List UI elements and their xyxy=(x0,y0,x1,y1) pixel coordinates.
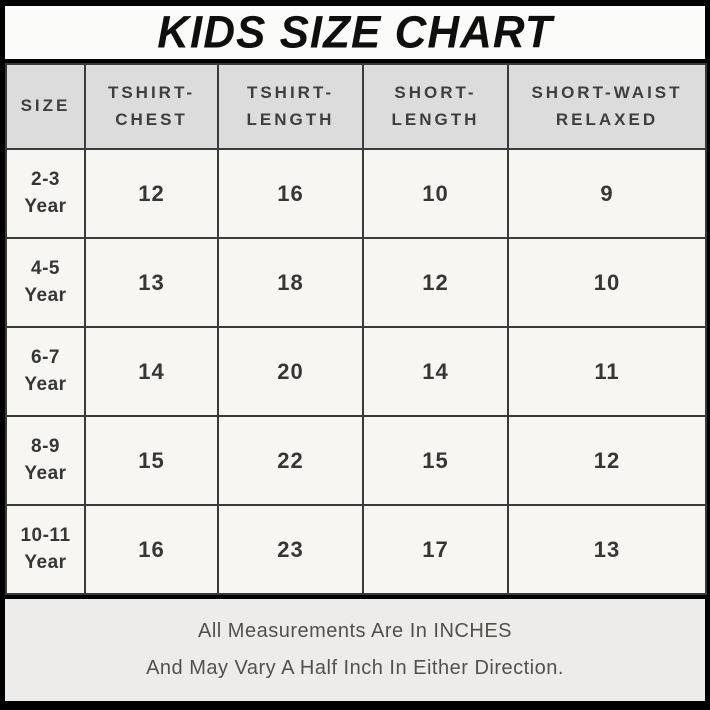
column-header-short-waist: SHORT-WAIST RELAXED xyxy=(507,63,707,150)
footer-line-2: And May Vary A Half Inch In Either Direc… xyxy=(146,657,564,679)
measurement-value: 18 xyxy=(217,237,364,328)
size-label: 6-7 Year xyxy=(5,326,86,417)
measurement-value: 13 xyxy=(507,504,707,595)
header-row: SIZE TSHIRT-CHEST TSHIRT-LENGTH SHORT-LE… xyxy=(5,63,707,150)
page-title: KIDS SIZE CHART xyxy=(157,6,553,58)
size-label: 10-11 Year xyxy=(5,504,86,595)
table-row: 10-11 Year 16 23 17 13 xyxy=(5,504,707,595)
measurement-value: 14 xyxy=(84,326,219,417)
measurement-value: 12 xyxy=(362,237,509,328)
table-row: 8-9 Year 15 22 15 12 xyxy=(5,415,707,506)
measurement-value: 12 xyxy=(84,148,219,239)
measurement-value: 10 xyxy=(507,237,707,328)
column-header-short-length: SHORT-LENGTH xyxy=(362,63,509,150)
measurement-value: 16 xyxy=(217,148,364,239)
measurement-value: 12 xyxy=(507,415,707,506)
measurement-value: 15 xyxy=(84,415,219,506)
footer-note: All Measurements Are In INCHES And May V… xyxy=(5,595,705,701)
measurement-value: 11 xyxy=(507,326,707,417)
measurement-value: 9 xyxy=(507,148,707,239)
measurement-value: 15 xyxy=(362,415,509,506)
column-header-tshirt-chest: TSHIRT-CHEST xyxy=(84,63,219,150)
measurement-value: 16 xyxy=(84,504,219,595)
table-row: 2-3 Year 12 16 10 9 xyxy=(5,148,707,239)
measurement-value: 13 xyxy=(84,237,219,328)
measurement-value: 22 xyxy=(217,415,364,506)
footer-line-1: All Measurements Are In INCHES xyxy=(198,620,512,642)
table-row: 4-5 Year 13 18 12 10 xyxy=(5,237,707,328)
size-label: 4-5 Year xyxy=(5,237,86,328)
measurement-value: 23 xyxy=(217,504,364,595)
measurement-value: 17 xyxy=(362,504,509,595)
column-header-tshirt-length: TSHIRT-LENGTH xyxy=(217,63,364,150)
title-bar: KIDS SIZE CHART xyxy=(5,6,705,63)
measurement-value: 20 xyxy=(217,326,364,417)
measurement-value: 14 xyxy=(362,326,509,417)
size-label: 2-3 Year xyxy=(5,148,86,239)
size-label: 8-9 Year xyxy=(5,415,86,506)
size-table: SIZE TSHIRT-CHEST TSHIRT-LENGTH SHORT-LE… xyxy=(5,63,707,595)
size-table-body: 2-3 Year 12 16 10 9 4-5 Year 13 18 12 10 6-7 Year 1… xyxy=(5,148,707,595)
measurement-value: 10 xyxy=(362,148,509,239)
column-header-size: SIZE xyxy=(5,63,86,150)
table-row: 6-7 Year 14 20 14 11 xyxy=(5,326,707,417)
